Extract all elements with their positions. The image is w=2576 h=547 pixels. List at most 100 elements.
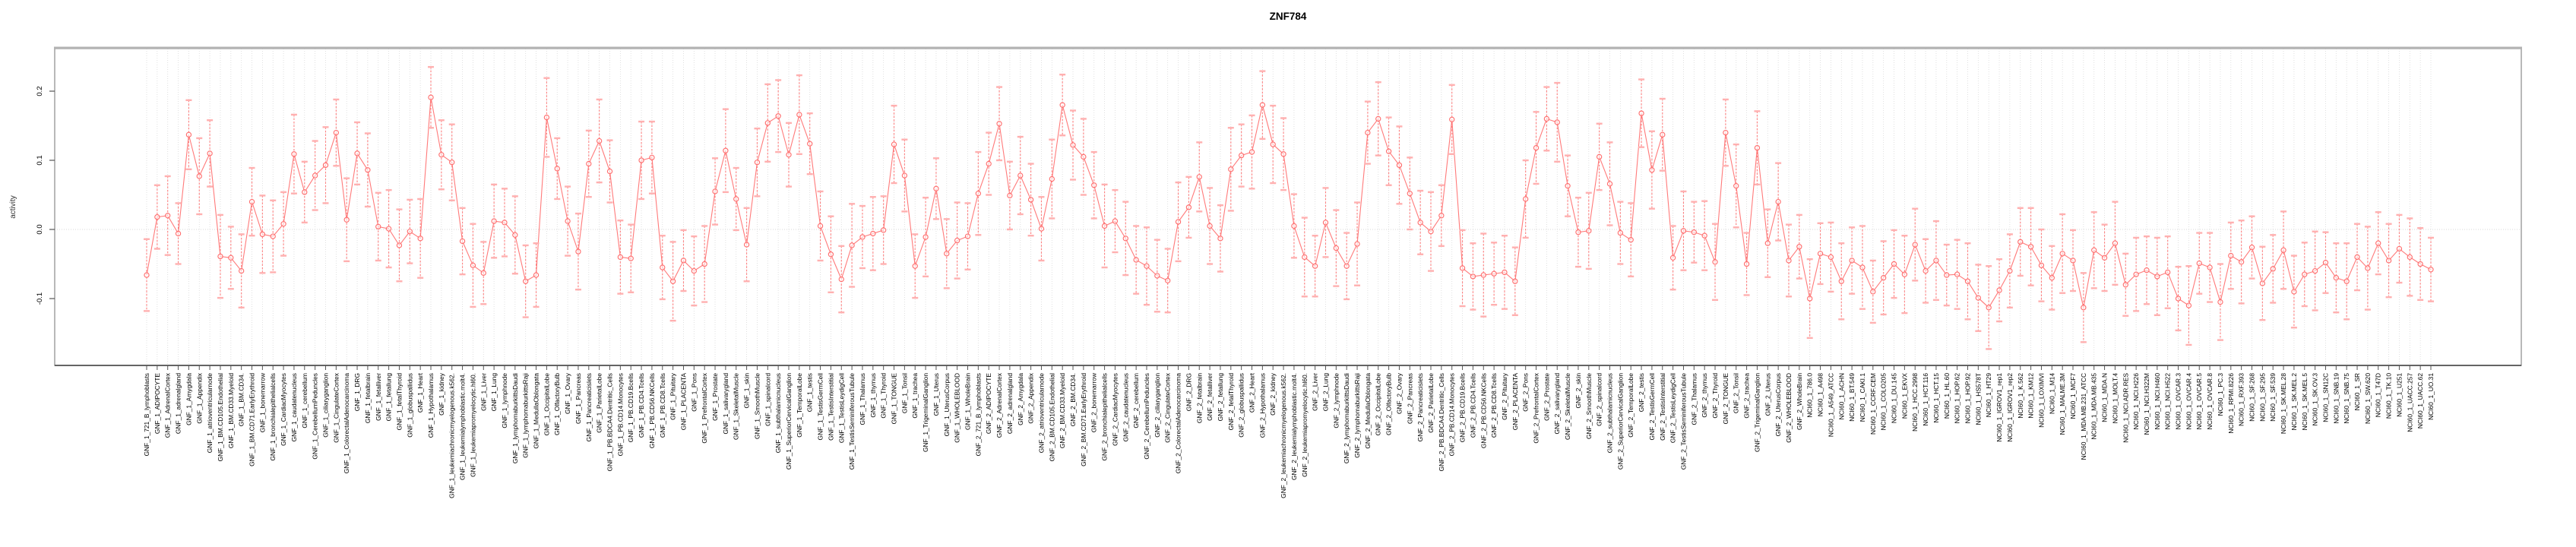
x-tick-label: GNF_1_trachea: [911, 373, 919, 419]
data-point: [1628, 236, 1634, 243]
data-point: [849, 242, 855, 248]
x-tick-label: GNF_1_CingulateCortex: [332, 372, 340, 443]
x-tick-label: GNF_2_Lung: [1321, 373, 1329, 412]
data-point: [701, 261, 707, 267]
data-point: [1975, 295, 1981, 301]
x-tick-label: GNF_2_BM.CD34.: [1069, 373, 1077, 426]
data-point: [986, 160, 992, 167]
data-point: [2059, 251, 2065, 257]
data-point: [491, 218, 497, 224]
data-point: [2302, 271, 2308, 277]
x-tick-label: GNF_2_PB.CD4.Tcells: [1469, 373, 1476, 438]
data-point: [1944, 272, 1950, 278]
x-tick-label: NCI60_1_T47D: [2375, 373, 2382, 417]
x-tick-label: GNF_1_ColorectalAdenocarcinoma: [343, 373, 350, 474]
x-tick-label: GNF_2_Uterus: [1764, 373, 1771, 416]
x-tick-label: NCI60_1_U251: [2395, 373, 2403, 417]
data-point: [2081, 305, 2087, 311]
data-point: [1849, 258, 1855, 264]
data-point: [228, 255, 234, 261]
data-point: [1901, 271, 1908, 277]
y-tick-label: 0.0: [36, 224, 44, 234]
data-point: [1312, 263, 1318, 269]
x-tick-label: GNF_1_Hypothalamus: [427, 373, 435, 438]
x-tick-label: NCI60_1_UACC.62: [2416, 373, 2424, 428]
data-point: [523, 278, 529, 284]
data-point: [1343, 263, 1350, 269]
data-point: [1502, 269, 1508, 276]
data-point: [2175, 296, 2182, 302]
x-tick-label: NCI60_1_TK.10: [2385, 373, 2393, 419]
x-tick-label: GNF_1_lymphnode: [501, 373, 508, 428]
data-point: [1154, 273, 1160, 279]
x-tick-label: GNF_2_ciliaryganglion: [1154, 373, 1161, 438]
x-tick-label: GNF_1_TestisGermCell: [817, 373, 824, 441]
x-tick-label: NCI60_1_MOLT.4: [2111, 373, 2119, 424]
x-tick-label: NCI60_1_NCI.H322M: [2143, 373, 2150, 435]
data-point: [365, 167, 371, 173]
data-point: [2165, 269, 2171, 276]
data-point: [1059, 102, 1065, 108]
x-tick-label: NCI60_1_SK.OV.3: [2312, 373, 2319, 426]
data-point: [217, 253, 223, 260]
x-tick-label: NCI60_1_SF.268: [2248, 373, 2256, 422]
data-point: [2196, 260, 2202, 267]
data-point: [1322, 220, 1329, 226]
x-tick-label: GNF_1_Uterus: [932, 373, 940, 416]
data-point: [512, 232, 518, 238]
data-point: [2038, 262, 2045, 268]
x-tick-label: NCI60_1_RXF.393: [2238, 373, 2245, 426]
y-tick-label: 0.1: [36, 155, 44, 165]
x-tick-label: GNF_1_Tonsil: [900, 373, 908, 413]
x-tick-label: NCI60_1_DU.145: [1891, 373, 1898, 423]
x-tick-label: GNF_2_Pancreas: [1406, 373, 1413, 424]
data-point: [1701, 232, 1707, 239]
data-point: [1165, 277, 1171, 283]
data-point: [2207, 264, 2213, 270]
data-point: [343, 217, 350, 223]
x-tick-label: GNF_2_Pituitary: [1501, 372, 1508, 420]
data-point: [375, 223, 381, 230]
data-point: [2239, 259, 2245, 265]
x-tick-label: GNF_2_Ovary: [1395, 372, 1403, 414]
x-tick-label: GNF_2_salivarygland: [1553, 373, 1561, 435]
x-tick-label: GNF_1_UterusCorpus: [943, 373, 951, 436]
data-point: [743, 242, 750, 248]
x-tick-label: NCI60_1_SF.295: [2258, 373, 2266, 422]
data-point: [638, 157, 644, 163]
x-tick-label: GNF_2_PB.BDCA4.Dentritic_Cells: [1438, 373, 1445, 471]
data-point: [1660, 131, 1666, 138]
x-tick-label: GNF_2_fetalThyroid: [1227, 373, 1235, 431]
data-point: [628, 255, 634, 261]
x-tick-label: GNF_1_Thalamus: [859, 373, 866, 425]
x-tick-label: GNF_1_thymus: [869, 373, 877, 418]
data-point: [1375, 115, 1381, 122]
x-tick-label: NCI60_1_SF.539: [2269, 373, 2277, 422]
data-point: [1038, 226, 1045, 232]
data-point: [2385, 258, 2392, 264]
x-tick-label: NCI60_1_HCT.15: [1932, 373, 1940, 423]
data-point: [417, 236, 423, 242]
data-point: [1291, 223, 1297, 229]
x-tick-label: GNF_2_Pons: [1522, 373, 1530, 412]
data-point: [2428, 267, 2434, 273]
data-point: [1554, 119, 1560, 125]
data-point: [1691, 229, 1697, 236]
x-tick-label: GNF_1_lymphomaburkittsRaji: [522, 373, 530, 458]
data-point: [196, 173, 202, 179]
x-tick-label: GNF_2_Hypothalamus: [1258, 373, 1266, 438]
data-point: [2154, 274, 2160, 280]
data-point: [1512, 278, 1518, 284]
x-tick-label: GNF_1_Heart: [416, 372, 424, 413]
x-tick-label: GNF_2_bonemarrow: [1090, 372, 1098, 432]
x-tick-label: GNF_2_subthalamicnucleus: [1606, 373, 1614, 453]
x-tick-label: NCI60_1_OVCAR.8: [2206, 373, 2214, 430]
x-tick-label: NCI60_1_COLO205: [1880, 373, 1888, 431]
x-tick-label: GNF_1_CardiacMyocytes: [280, 373, 287, 446]
data-point: [312, 172, 318, 179]
data-point: [185, 131, 192, 138]
data-point: [1207, 223, 1213, 229]
x-tick-label: NCI60_1_UO.31: [2427, 373, 2435, 420]
data-point: [954, 237, 960, 244]
data-point: [1817, 251, 1824, 257]
